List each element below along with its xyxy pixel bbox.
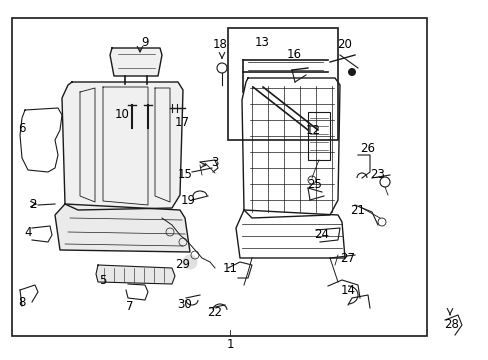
Text: 10: 10	[114, 108, 129, 122]
Text: 26: 26	[360, 141, 375, 154]
Text: 3: 3	[211, 157, 218, 170]
Text: 18: 18	[212, 39, 227, 51]
Polygon shape	[55, 204, 190, 252]
Text: 15: 15	[177, 168, 192, 181]
Bar	[12, 18, 426, 336]
Text: 16: 16	[286, 49, 301, 62]
Text: 8: 8	[18, 296, 26, 309]
Text: 13: 13	[254, 36, 269, 49]
Polygon shape	[96, 265, 175, 284]
Text: 22: 22	[207, 306, 222, 319]
Text: 17: 17	[174, 116, 189, 129]
Text: 14: 14	[340, 284, 355, 297]
Circle shape	[183, 255, 197, 269]
Text: 23: 23	[370, 168, 385, 181]
Text: 5: 5	[99, 274, 106, 287]
Circle shape	[347, 68, 355, 76]
Text: 2: 2	[29, 198, 37, 211]
Bar	[307, 112, 329, 160]
Text: 11: 11	[222, 261, 237, 274]
Text: 25: 25	[307, 179, 322, 192]
Text: 29: 29	[175, 258, 190, 271]
Text: 27: 27	[340, 252, 355, 265]
Text: 9: 9	[141, 36, 148, 49]
Text: 7: 7	[126, 301, 134, 314]
Text: 30: 30	[177, 298, 192, 311]
Text: 24: 24	[314, 229, 329, 242]
Text: 21: 21	[350, 203, 365, 216]
Text: 6: 6	[18, 122, 26, 135]
Text: 28: 28	[444, 319, 459, 332]
Text: 1: 1	[226, 338, 233, 351]
Text: 12: 12	[305, 123, 320, 136]
Text: 20: 20	[337, 39, 352, 51]
Bar	[227, 28, 337, 140]
Text: 19: 19	[180, 194, 195, 207]
Polygon shape	[110, 48, 162, 76]
Polygon shape	[62, 82, 183, 210]
Text: 4: 4	[24, 226, 32, 239]
